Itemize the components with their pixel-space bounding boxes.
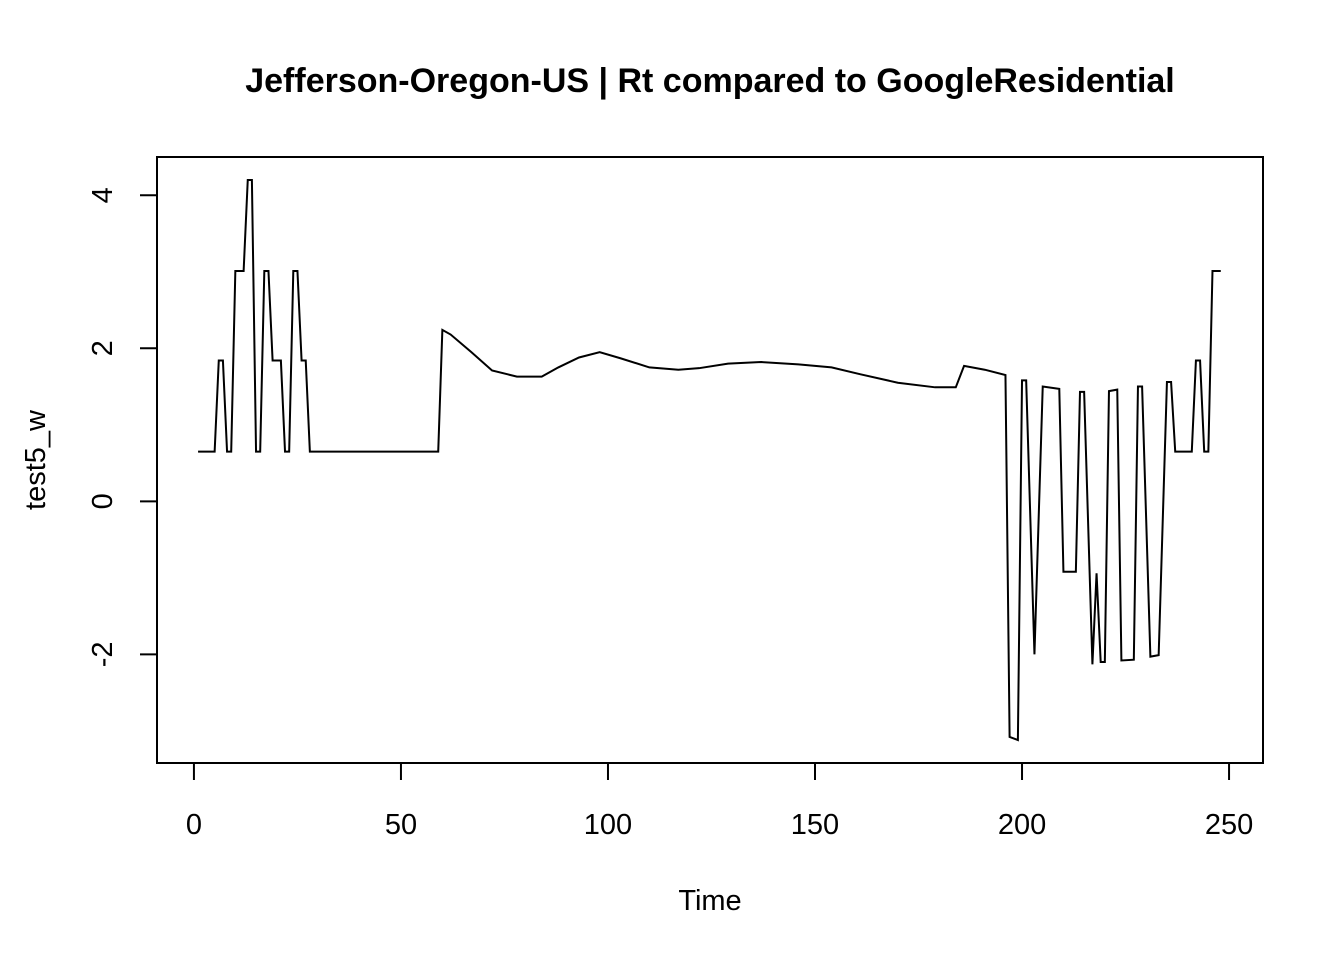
- x-tick-label: 100: [584, 809, 632, 841]
- y-tick-label: -2: [87, 641, 119, 667]
- y-tick-label: 4: [87, 187, 119, 203]
- y-tick-label: 2: [87, 340, 119, 356]
- chart-title: Jefferson-Oregon-US | Rt compared to Goo…: [245, 62, 1175, 100]
- data-line: [198, 178, 1221, 742]
- x-tick-label: 200: [998, 809, 1046, 841]
- x-tick-label: 50: [385, 809, 417, 841]
- x-tick-label: 250: [1205, 809, 1253, 841]
- x-axis-label: Time: [678, 885, 741, 917]
- y-tick-label: 0: [87, 493, 119, 509]
- y-axis-label: test5_w: [20, 409, 52, 510]
- x-tick-label: 150: [791, 809, 839, 841]
- x-tick-label: 0: [186, 809, 202, 841]
